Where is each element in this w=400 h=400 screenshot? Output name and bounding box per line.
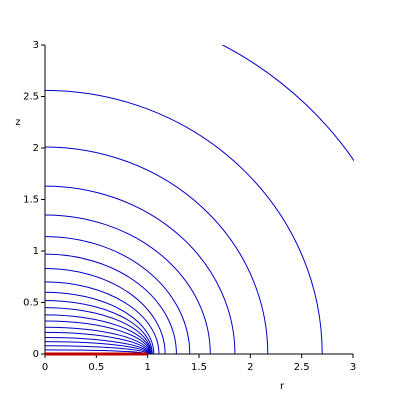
contour-line <box>45 291 155 355</box>
x-tick-label: 1 <box>144 362 150 373</box>
x-tick-label: 0.5 <box>88 362 104 373</box>
y-tick-label: 1.5 <box>23 195 39 206</box>
x-tick-label: 2.5 <box>294 362 310 373</box>
contour-line <box>45 341 149 355</box>
contour-line <box>45 337 150 355</box>
x-tick-label: 0 <box>42 362 48 373</box>
contour-line <box>45 214 211 355</box>
x-tick-label: 1.5 <box>191 362 207 373</box>
contour-line <box>45 281 160 355</box>
contour-line <box>45 320 151 355</box>
contour-line <box>45 331 150 355</box>
y-tick-label: 1 <box>33 246 39 257</box>
y-tick-label: 2.5 <box>23 92 39 103</box>
contour-line <box>45 326 151 355</box>
contour-line <box>45 307 152 355</box>
x-axis-label: r <box>280 381 285 392</box>
contour-line <box>45 236 191 355</box>
y-tick-label: 3 <box>33 40 39 51</box>
contour-line <box>45 146 269 355</box>
contour-line <box>45 345 149 355</box>
y-tick-label: 0 <box>33 349 39 360</box>
contour-area <box>45 45 354 355</box>
x-tick-label: 3 <box>350 362 356 373</box>
contour-line <box>45 89 323 355</box>
y-axis-label: z <box>15 117 20 128</box>
contour-line <box>45 268 166 355</box>
y-tick-label: 0.5 <box>23 298 39 309</box>
contour-line <box>45 253 177 355</box>
y-tick-label: 2 <box>33 143 39 154</box>
contour-line <box>45 299 153 355</box>
x-tick-label: 2 <box>247 362 253 373</box>
contour-line <box>221 45 354 162</box>
contour-line <box>45 314 152 355</box>
contour-line <box>45 185 236 355</box>
